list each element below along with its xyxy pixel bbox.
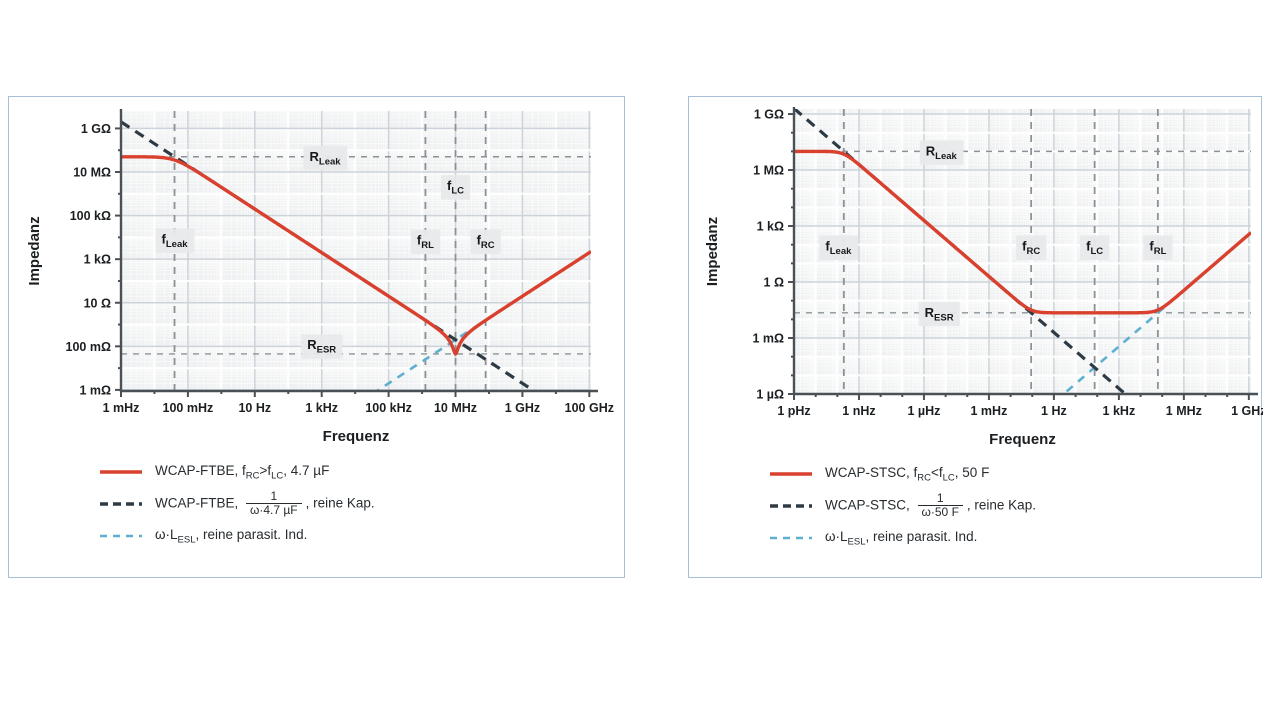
x-tick-label: 100 GHz — [565, 401, 614, 415]
chart-legend: WCAP-FTBE, fRC>fLC, 4.7 µF WCAP-FTBE, 1 ω·… — [99, 463, 375, 554]
axes: 1 mHz 100 mHz 10 Hz 1 kHz 100 kHz 10 MHz 1 GHz… — [26, 109, 614, 445]
x-tick-label: 1 MHz — [1166, 404, 1202, 418]
x-tick-label: 1 GHz — [505, 401, 540, 415]
x-tick-label: 100 kHz — [365, 401, 412, 415]
svg-text:fLeak: fLeak — [162, 232, 189, 251]
legend-swatch-dashed-blue — [100, 534, 142, 537]
legend-label: ω·LESL, reine parasit. Ind. — [825, 528, 978, 548]
legend-item-impedance: WCAP-FTBE, fRC>fLC, 4.7 µF — [99, 463, 375, 481]
impedance-curve — [794, 149, 1251, 315]
legend-fraction: 1 ω·50 F — [917, 491, 963, 519]
impedance-curve — [121, 155, 591, 356]
x-axis-title: Frequenz — [989, 431, 1056, 448]
curves — [794, 109, 1251, 394]
curves — [121, 120, 591, 391]
annotations: RLeak fLeak fRC fLC fRL RESR — [819, 140, 1173, 327]
plot-canvas: 1 mHz 100 mHz 10 Hz 1 kHz 100 kHz 10 MHz 1 GHz… — [26, 109, 614, 445]
y-tick-label: 100 kΩ — [70, 209, 111, 223]
y-tick-label: 1 MΩ — [753, 164, 784, 178]
plot-canvas: 1 pHz 1 nHz 1 µHz 1 mHz 1 Hz 1 kHz 1 MHz 1 GHz 1… — [704, 107, 1263, 448]
x-tick-label: 1 µHz — [907, 404, 940, 418]
annotation-r-leak: RLeak — [303, 145, 348, 171]
svg-text:RLeak: RLeak — [310, 149, 342, 168]
y-tick-label: 1 Ω — [764, 276, 784, 290]
svg-text:RESR: RESR — [925, 305, 954, 324]
x-tick-label: 10 Hz — [238, 401, 271, 415]
x-tick-label: 1 mHz — [971, 404, 1008, 418]
axes: 1 pHz 1 nHz 1 µHz 1 mHz 1 Hz 1 kHz 1 MHz 1 GHz 1… — [704, 107, 1263, 448]
legend-item-impedance: WCAP-STSC, fRC<fLC, 50 F — [769, 465, 1036, 483]
x-tick-label: 10 MHz — [434, 401, 477, 415]
svg-text:RESR: RESR — [307, 337, 336, 356]
svg-text:fLC: fLC — [1086, 239, 1103, 257]
y-tick-label: 1 mΩ — [79, 383, 111, 397]
legend-fraction: 1 ω·4.7 µF — [246, 489, 302, 517]
legend-swatch-solid-red — [100, 470, 142, 474]
svg-text:fRC: fRC — [1022, 239, 1040, 257]
svg-text:fRL: fRL — [417, 233, 434, 252]
x-tick-label: 1 GHz — [1231, 404, 1263, 418]
svg-text:fLeak: fLeak — [825, 239, 852, 257]
x-tick-label: 1 kHz — [1103, 404, 1136, 418]
annotation-r-esr: RESR — [918, 301, 960, 327]
annotation-f-leak: fLeak — [819, 235, 859, 261]
annotation-f-rl: fRL — [1143, 235, 1173, 261]
x-tick-label: 1 Hz — [1041, 404, 1067, 418]
impedance-chart-film-capacitor: 1 mHz 100 mHz 10 Hz 1 kHz 100 kHz 10 MHz 1 GHz… — [8, 96, 625, 578]
x-axis-title: Frequenz — [323, 428, 390, 445]
annotation-f-lc: fLC — [441, 175, 471, 200]
y-tick-label: 10 MΩ — [73, 166, 111, 180]
annotation-f-rc: fRC — [1016, 235, 1047, 261]
legend-item-pure-capacitance: WCAP-FTBE, 1 ω·4.7 µF, reine Kap. — [99, 489, 375, 518]
legend-swatch-dashed-dark — [100, 502, 142, 506]
y-axis-title: Impedanz — [26, 216, 43, 285]
y-axis-title: Impedanz — [704, 217, 721, 286]
svg-text:RLeak: RLeak — [926, 143, 958, 162]
legend-item-pure-capacitance: WCAP-STSC, 1 ω·50 F, reine Kap. — [769, 491, 1036, 520]
grid — [120, 110, 591, 391]
annotation-r-leak: RLeak — [919, 140, 964, 165]
guide-lines — [794, 109, 1251, 394]
annotation-f-rl: fRL — [410, 229, 441, 255]
svg-text:fLC: fLC — [447, 178, 464, 197]
y-tick-label: 1 kΩ — [757, 220, 784, 234]
svg-text:fRL: fRL — [1149, 239, 1166, 257]
x-tick-label: 1 mHz — [103, 401, 140, 415]
legend-label: WCAP-STSC, fRC<fLC, 50 F — [825, 465, 990, 484]
y-tick-label: 1 GΩ — [754, 108, 784, 122]
annotation-f-lc: fLC — [1080, 235, 1110, 261]
annotation-f-rc: fRC — [470, 229, 501, 255]
x-tick-label: 100 mHz — [163, 401, 214, 415]
annotation-r-esr: RESR — [301, 334, 343, 359]
legend-swatch-dashed-blue — [770, 536, 812, 539]
legend-label: WCAP-STSC, 1 ω·50 F, reine Kap. — [825, 491, 1036, 520]
y-tick-label: 1 GΩ — [81, 122, 111, 136]
annotations: RLeak fLeak fRL fLC fRC RESR — [155, 145, 501, 359]
y-tick-label: 1 kΩ — [84, 253, 111, 267]
y-tick-label: 1 µΩ — [756, 388, 784, 402]
y-tick-label: 1 mΩ — [752, 332, 784, 346]
legend-label: ω·LESL, reine parasit. Ind. — [155, 526, 308, 546]
legend-label: WCAP-FTBE, 1 ω·4.7 µF, reine Kap. — [155, 489, 375, 518]
y-tick-label: 10 Ω — [84, 296, 111, 310]
legend-item-pure-inductance: ω·LESL, reine parasit. Ind. — [99, 527, 375, 545]
legend-swatch-dashed-dark — [770, 504, 812, 508]
impedance-chart-supercapacitor: 1 pHz 1 nHz 1 µHz 1 mHz 1 Hz 1 kHz 1 MHz 1 GHz 1… — [688, 96, 1263, 578]
chart-legend: WCAP-STSC, fRC<fLC, 50 F WCAP-STSC, 1 ω·50… — [769, 465, 1036, 556]
legend-label: WCAP-FTBE, fRC>fLC, 4.7 µF — [155, 463, 330, 482]
legend-item-pure-inductance: ω·LESL, reine parasit. Ind. — [769, 529, 1036, 547]
annotation-f-leak: fLeak — [155, 228, 195, 254]
x-tick-label: 1 nHz — [842, 404, 875, 418]
svg-text:fRC: fRC — [477, 233, 495, 252]
x-tick-label: 1 pHz — [777, 404, 810, 418]
y-tick-label: 100 mΩ — [66, 340, 111, 354]
legend-swatch-solid-red — [770, 472, 812, 476]
x-tick-label: 1 kHz — [305, 401, 338, 415]
